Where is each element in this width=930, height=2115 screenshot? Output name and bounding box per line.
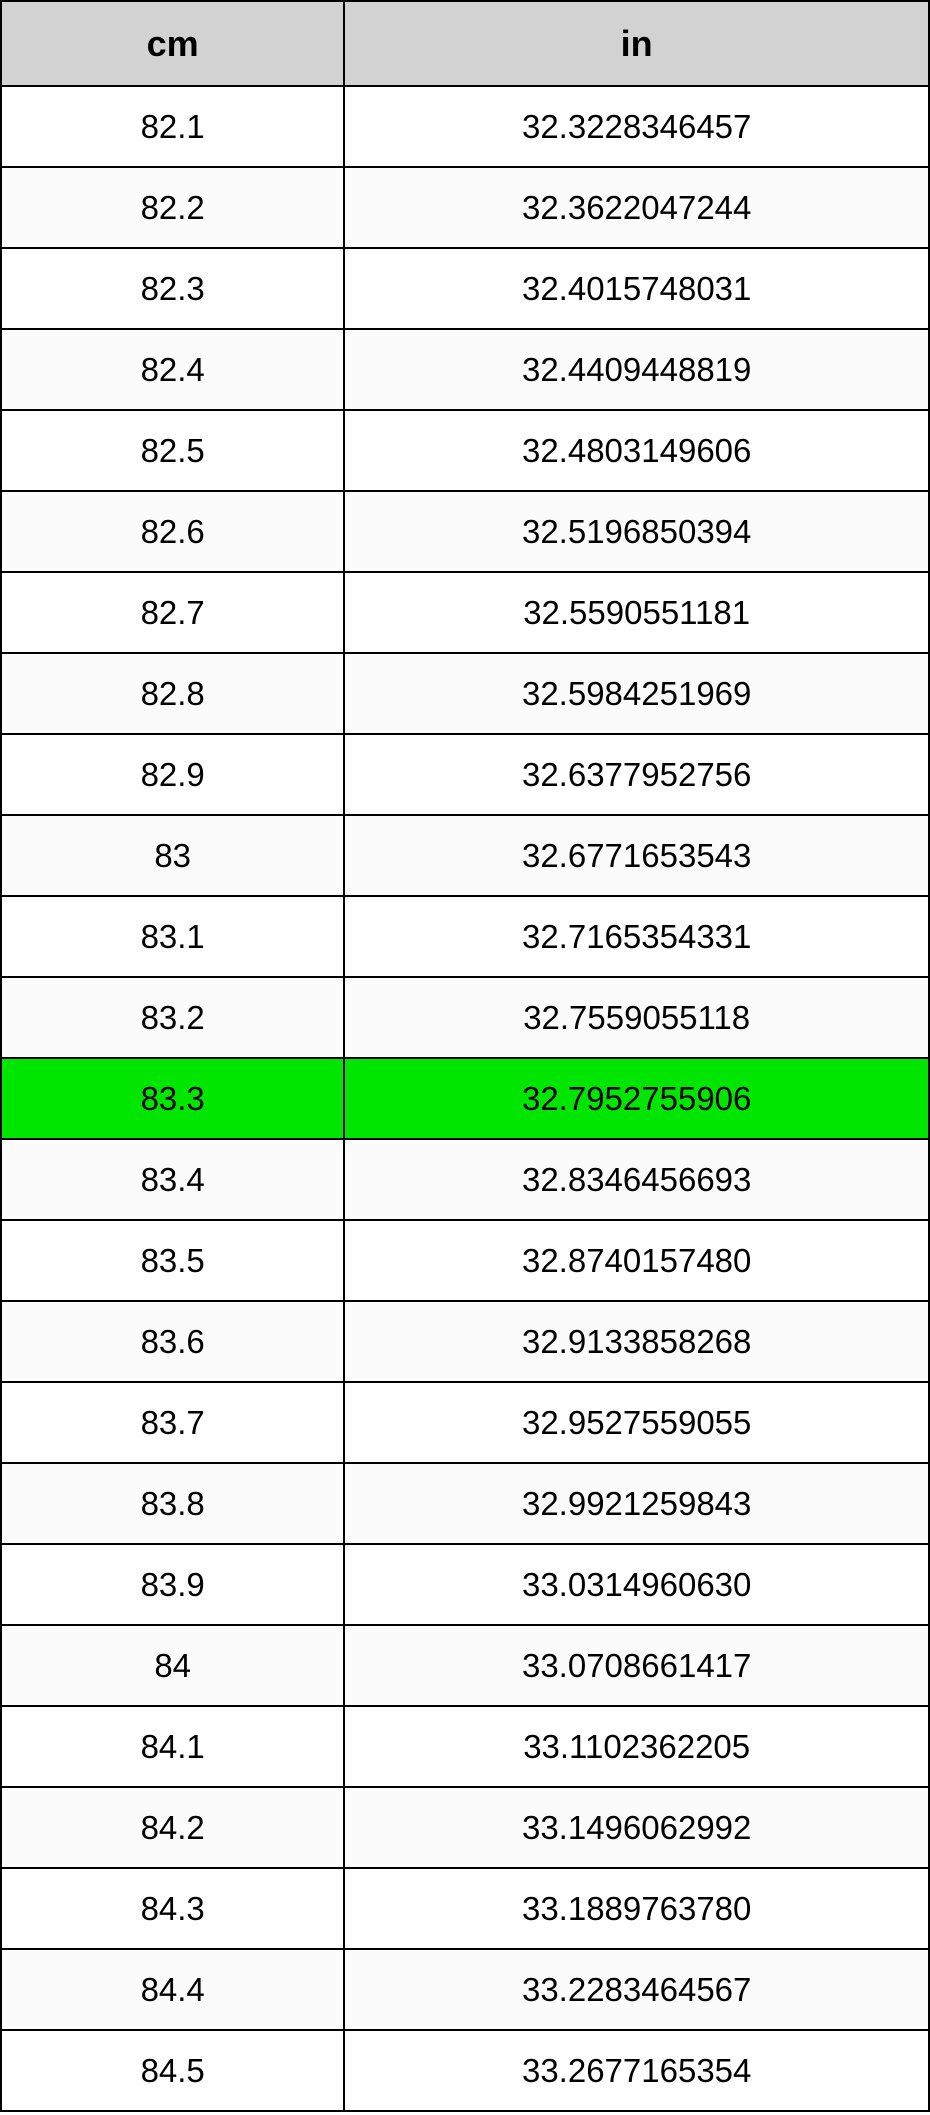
cell-in: 32.5984251969 [344,653,929,734]
cell-cm: 82.4 [1,329,344,410]
cell-cm: 82.7 [1,572,344,653]
header-cm: cm [1,1,344,86]
table-row: 82.332.4015748031 [1,248,929,329]
cell-in: 33.1496062992 [344,1787,929,1868]
cell-in: 32.7559055118 [344,977,929,1058]
table-row: 83.832.9921259843 [1,1463,929,1544]
cell-in: 32.4803149606 [344,410,929,491]
cell-in: 33.0314960630 [344,1544,929,1625]
table-row: 84.333.1889763780 [1,1868,929,1949]
cell-cm: 82.8 [1,653,344,734]
cell-in: 32.7952755906 [344,1058,929,1139]
table-row: 83.332.7952755906 [1,1058,929,1139]
cell-cm: 83.8 [1,1463,344,1544]
table-row: 83.732.9527559055 [1,1382,929,1463]
table-row: 83.432.8346456693 [1,1139,929,1220]
conversion-table: cm in 82.132.322834645782.232.3622047244… [0,0,930,2112]
table-head: cm in [1,1,929,86]
table-row: 84.233.1496062992 [1,1787,929,1868]
cell-cm: 82.2 [1,167,344,248]
cell-in: 32.6377952756 [344,734,929,815]
cell-cm: 83.7 [1,1382,344,1463]
cell-cm: 82.5 [1,410,344,491]
table-row: 84.133.1102362205 [1,1706,929,1787]
cell-in: 32.4015748031 [344,248,929,329]
cell-in: 32.5196850394 [344,491,929,572]
cell-in: 33.1102362205 [344,1706,929,1787]
cell-in: 33.2283464567 [344,1949,929,2030]
cell-in: 33.0708661417 [344,1625,929,1706]
table-row: 84.533.2677165354 [1,2030,929,2111]
cell-in: 32.8346456693 [344,1139,929,1220]
cell-in: 33.2677165354 [344,2030,929,2111]
cell-in: 32.7165354331 [344,896,929,977]
cell-cm: 84.1 [1,1706,344,1787]
table-row: 83.632.9133858268 [1,1301,929,1382]
cell-in: 32.8740157480 [344,1220,929,1301]
table-body: 82.132.322834645782.232.362204724482.332… [1,86,929,2111]
cell-cm: 84.3 [1,1868,344,1949]
table-row: 82.132.3228346457 [1,86,929,167]
cell-cm: 83 [1,815,344,896]
cell-cm: 82.6 [1,491,344,572]
table-row: 84.433.2283464567 [1,1949,929,2030]
cell-in: 32.4409448819 [344,329,929,410]
table-row: 82.732.5590551181 [1,572,929,653]
cell-in: 32.6771653543 [344,815,929,896]
cell-in: 32.3228346457 [344,86,929,167]
table-row: 8332.6771653543 [1,815,929,896]
table-row: 83.532.8740157480 [1,1220,929,1301]
cell-cm: 83.9 [1,1544,344,1625]
table-row: 82.632.5196850394 [1,491,929,572]
table-row: 82.232.3622047244 [1,167,929,248]
header-in: in [344,1,929,86]
table-row: 8433.0708661417 [1,1625,929,1706]
cell-cm: 83.6 [1,1301,344,1382]
cell-cm: 82.9 [1,734,344,815]
cell-cm: 84.2 [1,1787,344,1868]
header-row: cm in [1,1,929,86]
cell-cm: 83.4 [1,1139,344,1220]
conversion-table-container: cm in 82.132.322834645782.232.3622047244… [0,0,930,2112]
cell-in: 32.3622047244 [344,167,929,248]
cell-cm: 82.3 [1,248,344,329]
cell-cm: 84.5 [1,2030,344,2111]
cell-cm: 84 [1,1625,344,1706]
table-row: 82.432.4409448819 [1,329,929,410]
cell-in: 32.9133858268 [344,1301,929,1382]
cell-cm: 83.5 [1,1220,344,1301]
cell-in: 32.9921259843 [344,1463,929,1544]
table-row: 82.932.6377952756 [1,734,929,815]
cell-cm: 84.4 [1,1949,344,2030]
table-row: 83.933.0314960630 [1,1544,929,1625]
table-row: 82.532.4803149606 [1,410,929,491]
table-row: 83.232.7559055118 [1,977,929,1058]
cell-cm: 83.1 [1,896,344,977]
table-row: 82.832.5984251969 [1,653,929,734]
cell-in: 32.5590551181 [344,572,929,653]
cell-in: 32.9527559055 [344,1382,929,1463]
cell-cm: 83.3 [1,1058,344,1139]
cell-cm: 83.2 [1,977,344,1058]
cell-in: 33.1889763780 [344,1868,929,1949]
cell-cm: 82.1 [1,86,344,167]
table-row: 83.132.7165354331 [1,896,929,977]
